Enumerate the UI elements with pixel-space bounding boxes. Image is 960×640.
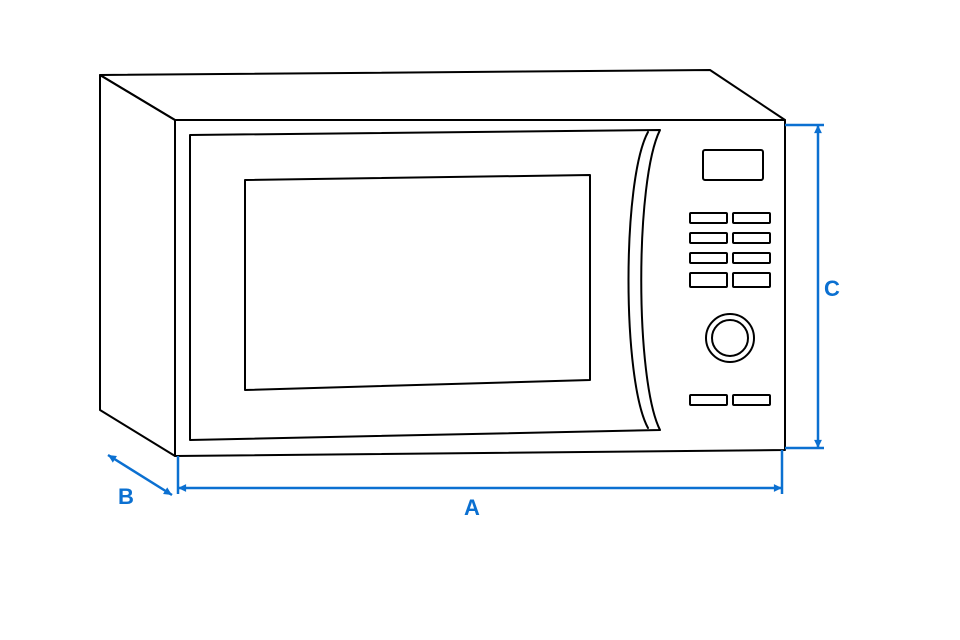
dimension-B-label: B [118, 484, 134, 509]
microwave-dimension-diagram: A B C [0, 0, 960, 640]
dimension-C-label: C [824, 276, 840, 301]
dimension-A-label: A [464, 495, 480, 520]
